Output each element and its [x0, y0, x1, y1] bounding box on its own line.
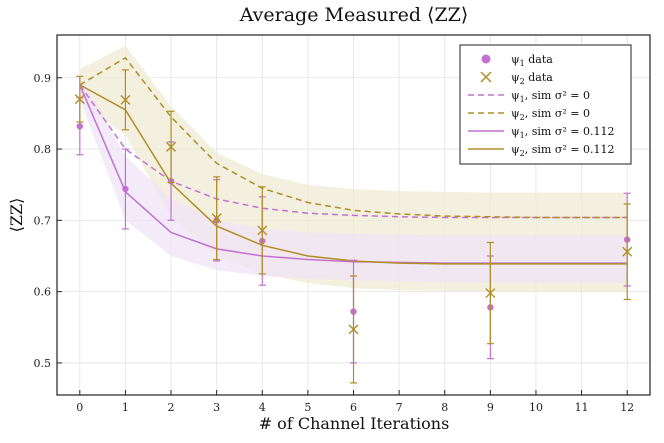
legend-swatch-x: [480, 71, 492, 83]
x-tick-label: 8: [441, 401, 448, 414]
y-axis-ticks: 0.5 0.6 0.7 0.8 0.9: [34, 72, 62, 370]
psi2-marker-stroke: [257, 225, 268, 236]
legend-label: ψ2, sim σ² = 0.112: [511, 143, 614, 158]
legend-entry-psi2-sim-sigma2-0-112: ψ2, sim σ² = 0.112: [468, 143, 614, 158]
legend-box: [459, 44, 632, 165]
x-tick-label: 12: [620, 401, 634, 414]
x-tick-label: 10: [529, 401, 543, 414]
x-tick-label: 0: [76, 401, 83, 414]
x-tick-label: 7: [396, 401, 403, 414]
psi1-data-point: [76, 123, 84, 130]
psi2-data-point: [211, 213, 222, 224]
x-axis-ticks: 0 1 2 3 4 5 6 7 8 9 10 11 12: [76, 390, 634, 414]
psi2-marker-stroke: [622, 246, 633, 257]
x-tick-label: 1: [122, 401, 129, 414]
psi2-data-point: [257, 225, 268, 236]
legend-entry-psi1-sim-sigma2-0-112: ψ1, sim σ² = 0.112: [468, 125, 614, 140]
data-points: [74, 69, 633, 384]
legend-label: ψ2, sim σ² = 0: [511, 107, 590, 122]
legend-items: ψ1 data ψ2 data ψ1, sim σ² = 0 ψ2, sim σ² =…: [468, 53, 614, 158]
psi2-marker-stroke: [74, 94, 85, 105]
x-tick-label: 11: [575, 401, 589, 414]
legend-swatch-circle: [481, 54, 491, 64]
psi2-data-point: [166, 141, 177, 152]
x-tick-label: 5: [304, 401, 311, 414]
x-tick-label: 6: [350, 401, 357, 414]
legend-entry-psi2-sim-sigma2-0: ψ2, sim σ² = 0: [468, 107, 590, 122]
psi2-data-point: [74, 94, 85, 105]
psi1-data-point: [122, 185, 129, 193]
psi2-marker-stroke: [166, 141, 177, 152]
legend-entry-psi2-data: ψ2 data: [480, 71, 553, 86]
y-tick-label: 0.6: [34, 286, 52, 299]
legend-label: ψ1 data: [511, 53, 553, 68]
chart-title: Average Measured ⟨ZZ⟩: [239, 4, 469, 26]
legend-label: ψ1, sim σ² = 0: [511, 89, 590, 104]
psi2-data-point: [120, 94, 131, 105]
psi2-data-point: [622, 246, 633, 257]
psi2-marker-stroke: [485, 288, 496, 299]
x-tick-label: 4: [259, 401, 266, 414]
y-tick-label: 0.8: [34, 143, 52, 156]
x-tick-label: 3: [213, 401, 220, 414]
psi2-data-point: [485, 288, 496, 299]
y-tick-label: 0.5: [34, 357, 52, 370]
legend-entry-psi1-data: ψ1 data: [481, 53, 553, 68]
psi2-data-point: [348, 324, 359, 335]
legend-label: ψ2 data: [511, 71, 553, 86]
legend-entry-psi1-sim-sigma2-0: ψ1, sim σ² = 0: [468, 89, 590, 104]
line-psi2-sim-0: [79, 56, 628, 219]
x-tick-label: 9: [487, 401, 494, 414]
x-tick-label: 2: [168, 401, 175, 414]
psi2-marker-stroke: [348, 324, 359, 335]
y-axis-title: ⟨ZZ⟩: [7, 198, 26, 233]
psi2-marker-stroke: [120, 94, 131, 105]
x-axis-title: # of Channel Iterations: [259, 414, 450, 433]
legend-label: ψ1, sim σ² = 0.112: [511, 125, 614, 140]
y-tick-label: 0.9: [34, 72, 52, 85]
psi2-marker-stroke: [211, 213, 222, 224]
y-tick-label: 0.7: [34, 214, 52, 227]
legend: ψ1 data ψ2 data ψ1, sim σ² = 0 ψ2, sim σ² =…: [459, 44, 632, 165]
